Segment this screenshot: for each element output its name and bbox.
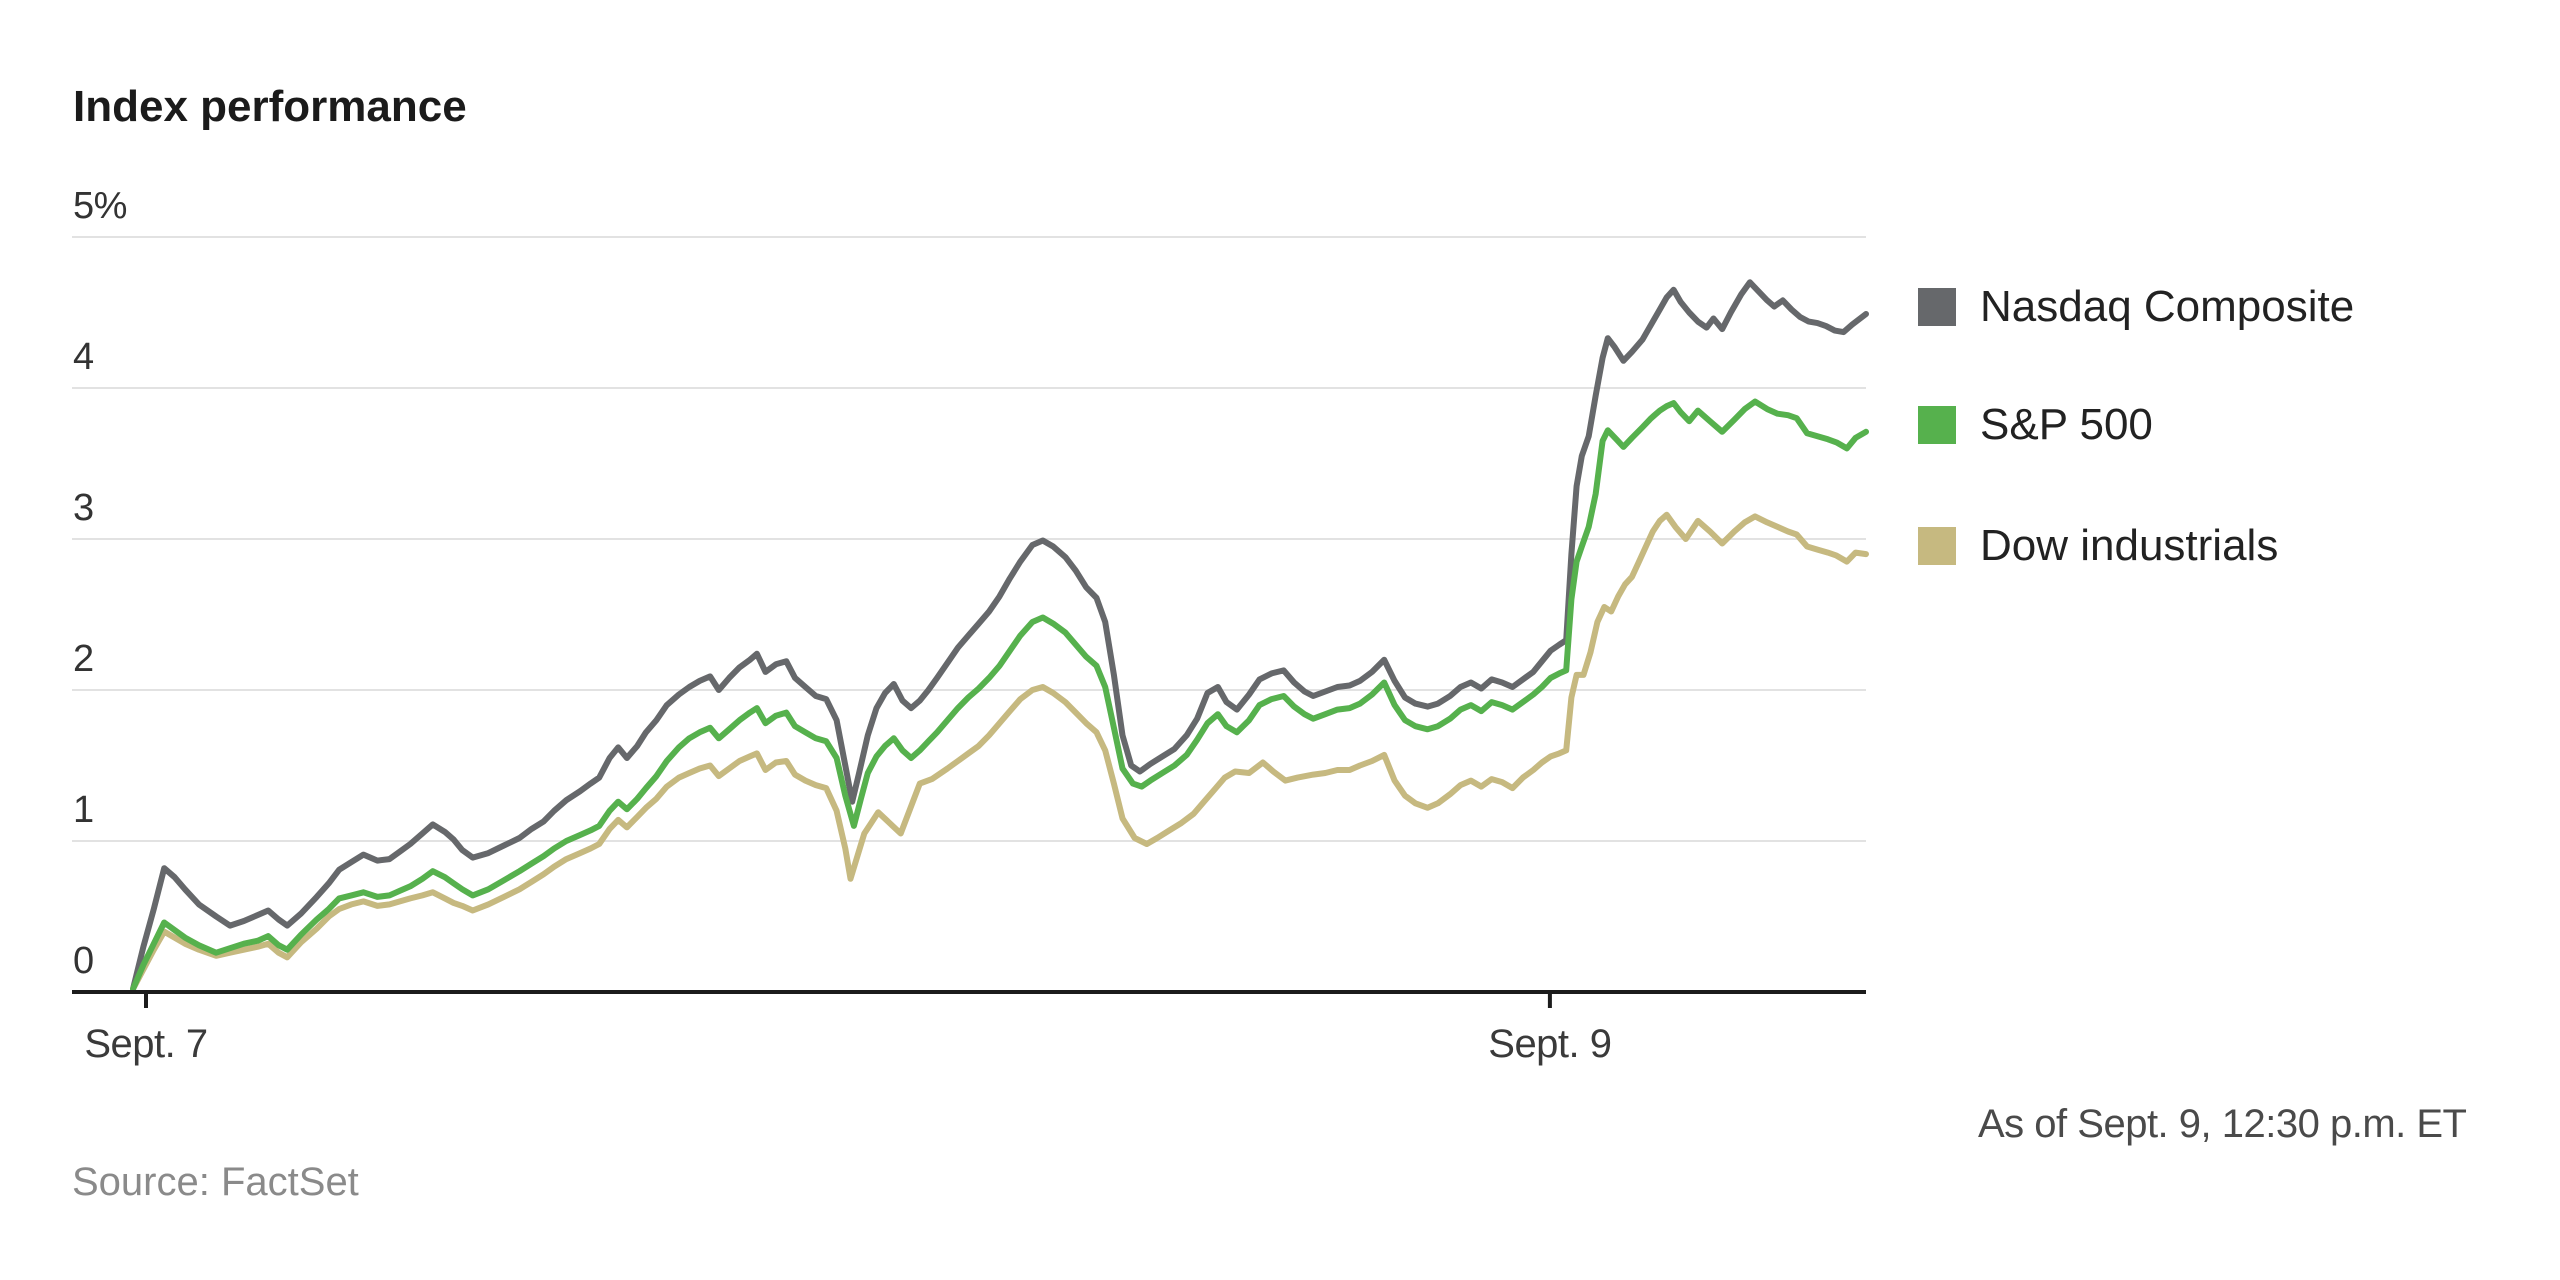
legend-label: Nasdaq Composite bbox=[1980, 282, 2355, 331]
y-tick-label-0: 0 bbox=[73, 940, 94, 982]
y-tick-label-4: 4 bbox=[73, 336, 94, 378]
legend-item-s-p-500: S&P 500 bbox=[1918, 400, 2153, 449]
legend-swatch-icon bbox=[1918, 406, 1956, 444]
as-of-timestamp: As of Sept. 9, 12:30 p.m. ET bbox=[1978, 1102, 2467, 1146]
y-tick-label-3: 3 bbox=[73, 487, 94, 529]
series-line-dow-industrials bbox=[130, 511, 1869, 992]
y-tick-label-2: 2 bbox=[73, 638, 94, 680]
source-credit: Source: FactSet bbox=[72, 1160, 359, 1204]
legend-label: S&P 500 bbox=[1980, 400, 2153, 449]
legend-item-dow-industrials: Dow industrials bbox=[1918, 521, 2279, 570]
legend-item-nasdaq-composite: Nasdaq Composite bbox=[1918, 282, 2355, 331]
chart-title: Index performance bbox=[73, 82, 467, 131]
series-line-s-p-500 bbox=[130, 398, 1869, 992]
y-tick-label-5: 5% bbox=[73, 185, 127, 227]
legend-label: Dow industrials bbox=[1980, 521, 2279, 570]
legend-swatch-icon bbox=[1918, 288, 1956, 326]
y-tick-label-1: 1 bbox=[73, 789, 94, 831]
x-tick-label-0: Sept. 7 bbox=[84, 1022, 208, 1066]
x-tick-label-1: Sept. 9 bbox=[1488, 1022, 1612, 1066]
series-line-nasdaq-composite bbox=[130, 279, 1869, 992]
legend-swatch-icon bbox=[1918, 527, 1956, 565]
